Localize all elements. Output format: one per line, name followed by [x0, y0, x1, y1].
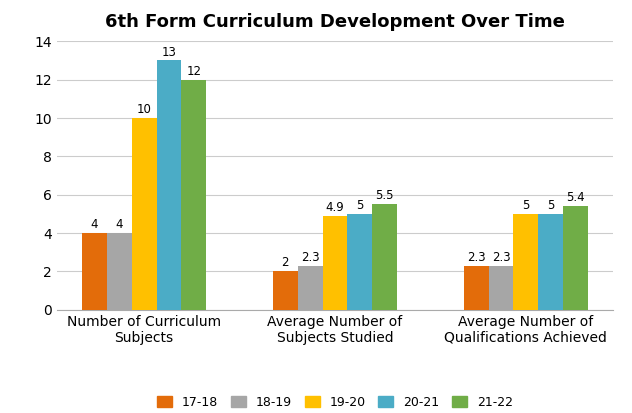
- Text: 5: 5: [356, 199, 363, 212]
- Legend: 17-18, 18-19, 19-20, 20-21, 21-22: 17-18, 18-19, 19-20, 20-21, 21-22: [152, 391, 518, 413]
- Text: 2: 2: [282, 256, 289, 270]
- Bar: [157, 60, 181, 310]
- Text: 5: 5: [522, 199, 530, 212]
- Text: 13: 13: [162, 45, 176, 59]
- Text: 12: 12: [186, 65, 201, 78]
- Text: 4: 4: [116, 218, 123, 231]
- Bar: [82, 233, 107, 310]
- Bar: [181, 80, 206, 310]
- Text: 2.3: 2.3: [301, 251, 319, 264]
- Title: 6th Form Curriculum Development Over Time: 6th Form Curriculum Development Over Tim…: [105, 13, 565, 31]
- Bar: [563, 206, 588, 310]
- Bar: [348, 214, 372, 310]
- Text: 5: 5: [547, 199, 554, 212]
- Bar: [298, 266, 322, 310]
- Text: 2.3: 2.3: [492, 251, 510, 264]
- Bar: [513, 214, 538, 310]
- Bar: [464, 266, 489, 310]
- Bar: [107, 233, 131, 310]
- Text: 10: 10: [137, 103, 152, 116]
- Bar: [273, 271, 298, 310]
- Text: 5.4: 5.4: [566, 191, 585, 204]
- Bar: [131, 118, 157, 310]
- Text: 5.5: 5.5: [375, 190, 394, 202]
- Bar: [489, 266, 513, 310]
- Text: 2.3: 2.3: [467, 251, 485, 264]
- Bar: [538, 214, 563, 310]
- Text: 4.9: 4.9: [325, 201, 344, 214]
- Bar: [322, 216, 348, 310]
- Text: 4: 4: [91, 218, 99, 231]
- Bar: [372, 204, 397, 310]
